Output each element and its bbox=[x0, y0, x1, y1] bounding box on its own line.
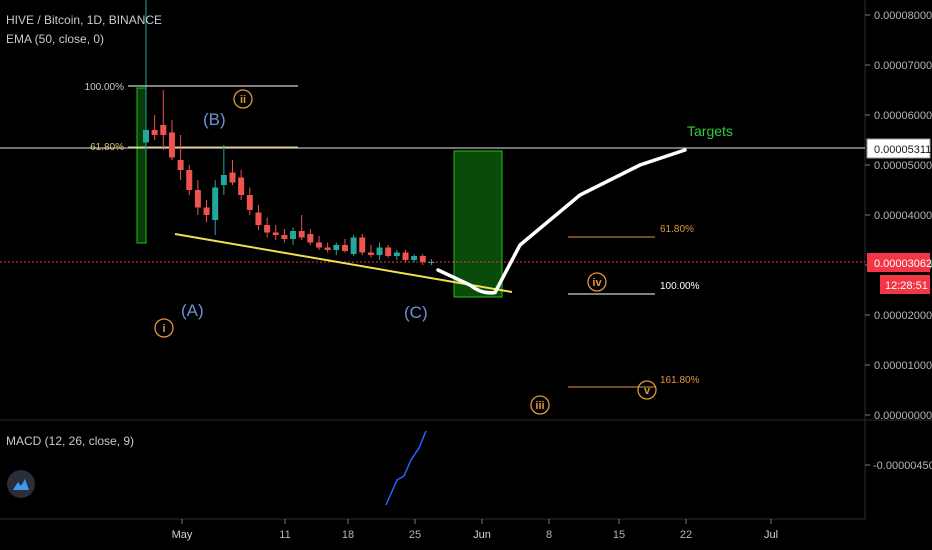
candle bbox=[298, 215, 305, 240]
wave-circle-iii: iii bbox=[530, 395, 550, 415]
candle bbox=[419, 254, 426, 265]
svg-text:iii: iii bbox=[535, 400, 544, 412]
wave-circle-ii: ii bbox=[233, 89, 253, 109]
time-tick-label: 25 bbox=[409, 529, 421, 541]
candle bbox=[246, 187, 253, 215]
candle bbox=[160, 90, 167, 150]
candle bbox=[385, 245, 392, 258]
candle bbox=[264, 217, 271, 238]
svg-text:iv: iv bbox=[592, 277, 602, 289]
trendline bbox=[174, 233, 513, 293]
candle bbox=[333, 242, 340, 255]
candle bbox=[402, 250, 409, 263]
price-tick-label: 0.00005000 bbox=[874, 160, 932, 172]
time-tick-label: May bbox=[172, 529, 193, 541]
targets-label: Targets bbox=[687, 123, 733, 139]
macd-axis-tick: -0.00000450 bbox=[873, 460, 932, 472]
symbol-legend[interactable]: HIVE / Bitcoin, 1D, BINANCE bbox=[6, 13, 162, 27]
last-price-badge: 0.00003062 bbox=[867, 253, 932, 272]
candle bbox=[307, 229, 314, 245]
time-tick-label: 22 bbox=[680, 529, 692, 541]
candle bbox=[168, 120, 175, 160]
time-axis[interactable]: May 11 18 25 Jun 8 15 22 Jul bbox=[172, 519, 778, 541]
candle bbox=[324, 242, 331, 253]
fib-right-618-label: 61.80% bbox=[660, 224, 694, 235]
candle bbox=[151, 115, 158, 140]
price-tick-label: 0.00001000 bbox=[874, 360, 932, 372]
svg-text:ii: ii bbox=[240, 94, 246, 106]
candle bbox=[186, 165, 193, 195]
svg-text:0.00003062: 0.00003062 bbox=[874, 258, 932, 270]
fib-right-100-label: 100.00% bbox=[660, 281, 700, 292]
price-axis[interactable]: 0.00008000 0.00007000 0.00006000 0.00005000… bbox=[865, 10, 932, 422]
svg-text:12:28:51: 12:28:51 bbox=[885, 280, 928, 292]
price-tick-label: 0.00007000 bbox=[874, 60, 932, 72]
macd-legend[interactable]: MACD (12, 26, close, 9) bbox=[6, 434, 134, 448]
candle bbox=[194, 180, 201, 215]
candle bbox=[203, 200, 210, 223]
candle bbox=[428, 259, 435, 265]
zone-left bbox=[136, 87, 147, 244]
candle bbox=[376, 242, 383, 260]
time-tick-label: Jun bbox=[473, 529, 491, 541]
time-tick-label: 8 bbox=[546, 529, 552, 541]
countdown-badge: 12:28:51 bbox=[880, 275, 930, 294]
fib-right-1618-label: 161.80% bbox=[660, 375, 700, 386]
candle bbox=[212, 180, 219, 235]
wave-circle-i: i bbox=[154, 318, 174, 338]
candle bbox=[220, 145, 227, 195]
candles-group bbox=[143, 90, 435, 265]
svg-text:0.00005311: 0.00005311 bbox=[874, 144, 931, 156]
candle bbox=[411, 254, 418, 263]
wave-label-b: (B) bbox=[203, 110, 226, 129]
wave-circle-v: v bbox=[637, 380, 657, 400]
candle bbox=[367, 245, 374, 258]
target-price-badge: 0.00005311 bbox=[866, 138, 931, 159]
candle bbox=[350, 235, 357, 256]
candle bbox=[393, 250, 400, 260]
candle bbox=[229, 160, 236, 185]
time-tick-label: 11 bbox=[279, 529, 290, 541]
fib-left-100-label: 100.00% bbox=[85, 82, 125, 93]
candle bbox=[316, 236, 322, 250]
candle bbox=[143, 90, 149, 155]
svg-text:i: i bbox=[162, 323, 165, 335]
price-tick-label: 0.00000000 bbox=[874, 410, 932, 422]
logo-icon bbox=[13, 479, 29, 490]
candle bbox=[281, 229, 288, 243]
candle bbox=[238, 170, 245, 200]
wave-label-a: (A) bbox=[181, 301, 204, 320]
price-tick-label: 0.00006000 bbox=[874, 110, 932, 122]
svg-text:v: v bbox=[644, 385, 651, 397]
time-tick-label: 18 bbox=[342, 529, 354, 541]
ema-legend[interactable]: EMA (50, close, 0) bbox=[6, 32, 104, 46]
tradingview-logo[interactable] bbox=[7, 470, 35, 498]
price-tick-label: 0.00002000 bbox=[874, 310, 932, 322]
candle bbox=[290, 227, 297, 245]
price-tick-label: 0.00008000 bbox=[874, 10, 932, 22]
candle bbox=[255, 205, 262, 230]
wave-circle-iv: iv bbox=[587, 272, 607, 292]
macd-line bbox=[385, 430, 427, 506]
projection-path bbox=[436, 148, 687, 295]
candle bbox=[272, 225, 279, 240]
time-tick-label: 15 bbox=[613, 529, 625, 541]
candle bbox=[359, 234, 366, 255]
candle bbox=[341, 239, 348, 253]
candle bbox=[177, 135, 184, 180]
wave-label-c: (C) bbox=[404, 303, 428, 322]
price-tick-label: 0.00004000 bbox=[874, 210, 932, 222]
zone-target-box bbox=[453, 150, 503, 298]
time-tick-label: Jul bbox=[764, 529, 778, 541]
